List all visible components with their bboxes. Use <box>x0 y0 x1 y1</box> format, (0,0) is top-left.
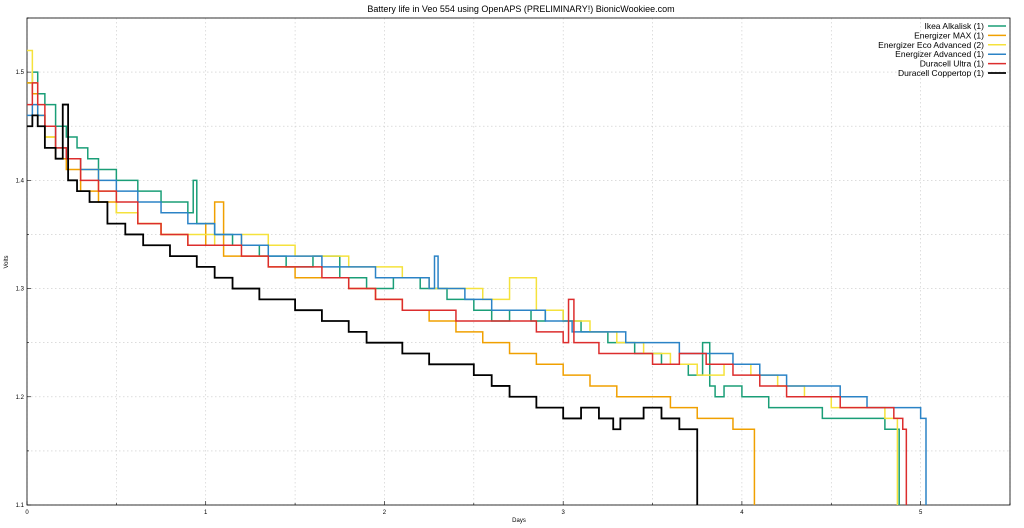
series-line <box>27 103 927 505</box>
legend-label: Duracell Coppertop (1) <box>898 68 984 78</box>
grid <box>26 17 1011 506</box>
y-tick-label: 1.2 <box>16 395 25 401</box>
series-line <box>27 71 900 505</box>
legend: Ikea Alkalisk (1)Energizer MAX (1)Energi… <box>878 21 1006 78</box>
legend-label: Duracell Ultra (1) <box>920 59 984 69</box>
series-line <box>27 82 756 505</box>
axis-ticks: 0 1 2 3 4 5 1.1 1.2 1.3 1.4 1.5 <box>16 17 1011 516</box>
x-tick-label: 2 <box>383 510 387 516</box>
x-tick-label: 0 <box>25 510 29 516</box>
legend-label: Energizer MAX (1) <box>914 30 984 40</box>
x-tick-label: 3 <box>562 510 566 516</box>
y-tick-label: 1.3 <box>16 287 25 293</box>
series-line <box>27 103 699 505</box>
x-axis-label: Days <box>512 518 526 524</box>
series-line <box>27 82 908 505</box>
legend-label: Energizer Advanced (1) <box>895 49 984 59</box>
x-tick-label: 1 <box>204 510 208 516</box>
x-tick-label: 5 <box>919 510 923 516</box>
chart-title: Battery life in Veo 554 using OpenAPS (P… <box>367 4 674 14</box>
y-tick-label: 1.1 <box>16 503 25 509</box>
legend-label: Energizer Eco Advanced (2) <box>878 40 984 50</box>
legend-label: Ikea Alkalisk (1) <box>924 21 984 31</box>
plot-frame <box>26 17 1011 506</box>
y-tick-label: 1.5 <box>16 70 25 76</box>
y-axis-label: Volts <box>4 255 10 268</box>
series-lines <box>27 49 927 505</box>
series-line <box>27 49 899 505</box>
x-tick-label: 4 <box>740 510 744 516</box>
y-tick-label: 1.4 <box>16 178 25 184</box>
